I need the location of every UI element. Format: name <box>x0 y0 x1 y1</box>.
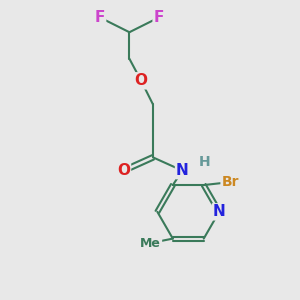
Text: F: F <box>95 10 105 25</box>
Text: Br: Br <box>221 175 239 189</box>
Text: N: N <box>176 163 189 178</box>
Text: F: F <box>154 10 164 25</box>
Text: N: N <box>213 204 226 219</box>
Text: H: H <box>199 155 210 169</box>
Text: O: O <box>135 73 148 88</box>
Text: Me: Me <box>140 236 161 250</box>
Text: O: O <box>117 163 130 178</box>
